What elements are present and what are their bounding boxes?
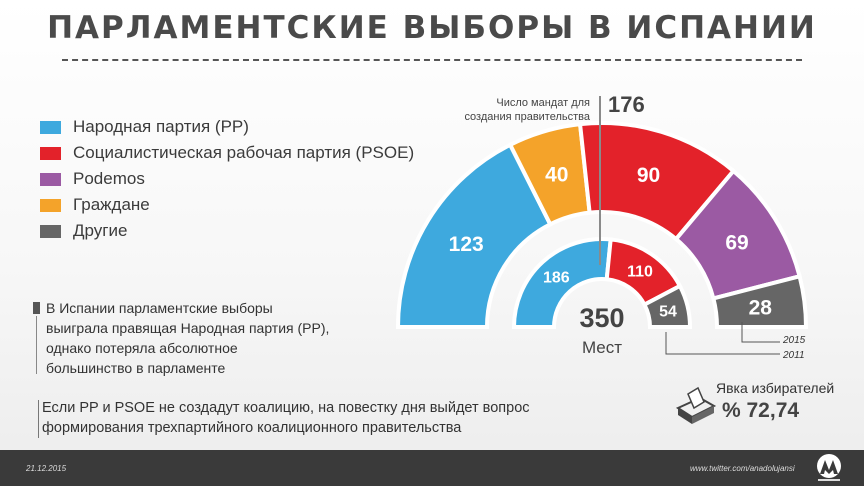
inner-arc-value-label-2: 54 — [659, 303, 677, 320]
year-bracket-2015 — [741, 322, 780, 343]
footer-date: 21.12.2015 — [26, 464, 67, 473]
note-line-text: В Испании парламентские выборы — [46, 300, 273, 316]
title-divider — [62, 59, 802, 61]
inner-arc-segment-0 — [511, 237, 613, 329]
note-line-text: формирования трехпартийного коалиционног… — [42, 420, 462, 436]
inner-arc-value-label-0: 186 — [543, 269, 570, 286]
footer-twitter-link[interactable]: www.twitter.com/anadolujansi — [690, 464, 795, 473]
page-title: ПАРЛАМЕНТСКИЕ ВЫБОРЫ В ИСПАНИИ — [47, 10, 817, 46]
legend: Народная партия (PP) Социалистическая ра… — [40, 114, 414, 244]
outer-arc-value-label-1: 40 — [545, 164, 568, 187]
legend-label: Народная партия (PP) — [73, 117, 249, 136]
legend-item-psoe: Социалистическая рабочая партия (PSOE) — [40, 140, 414, 166]
inner-arc-value-label-1: 110 — [627, 263, 653, 280]
outer-arc-value-label-2: 90 — [637, 164, 660, 187]
note-line-text: Если PP и PSOE не создадут коалицию, на … — [42, 400, 530, 416]
footer: 21.12.2015 www.twitter.com/anadolujansi — [0, 450, 864, 486]
legend-item-citizens: Граждане — [40, 192, 414, 218]
turnout-label: Явка избирателей — [716, 380, 835, 396]
note-pp-result: В Испании парламентские выборы выиграла … — [33, 298, 330, 378]
legend-label: Социалистическая рабочая партия (PSOE) — [73, 143, 415, 162]
note-line — [38, 400, 39, 438]
outer-arc-value-label-4: 28 — [749, 297, 773, 320]
legend-label: Граждане — [73, 195, 150, 214]
legend-item-pp: Народная партия (PP) — [40, 114, 414, 140]
outer-arc-value-label-0: 123 — [449, 233, 484, 256]
legend-swatch — [40, 120, 61, 134]
year-bracket-2011 — [665, 332, 780, 355]
year-label-2015: 2015 — [782, 335, 806, 346]
total-seats-label: Мест — [582, 338, 622, 357]
legend-item-others: Другие — [40, 218, 414, 244]
inner-arc-2011: 186 110 54 — [511, 237, 693, 329]
note-marker — [33, 302, 40, 314]
majority-label-line2: создания правительства — [464, 111, 590, 123]
note-line-text: однако потеряла абсолютное — [46, 340, 238, 356]
legend-swatch — [40, 198, 61, 212]
legend-item-podemos: Podemos — [40, 166, 414, 192]
note-line-text: большинство в парламенте — [46, 360, 226, 376]
turnout-value: % 72,74 — [722, 399, 800, 422]
outer-arc-segment-4 — [710, 273, 809, 329]
anadolu-logo-icon — [817, 454, 841, 481]
outer-arc-value-label-3: 69 — [725, 232, 748, 255]
ballot-box-icon — [675, 386, 717, 424]
note-coalition: Если PP и PSOE не создадут коалицию, на … — [38, 398, 530, 438]
year-label-2011: 2011 — [782, 350, 805, 361]
legend-swatch — [40, 146, 61, 160]
legend-swatch — [40, 172, 61, 186]
outer-arc-2015: 123 40 90 69 28 — [395, 121, 809, 329]
majority-label-line1: Число мандат для — [496, 97, 590, 109]
note-line-text: выиграла правящая Народная партия (PP), — [46, 320, 330, 336]
legend-label: Другие — [73, 221, 128, 240]
inner-arc-segment-2 — [641, 283, 693, 329]
note-line — [36, 316, 37, 374]
legend-swatch — [40, 224, 61, 238]
legend-label: Podemos — [73, 169, 145, 188]
majority-value: 176 — [608, 92, 645, 117]
total-seats-value: 350 — [579, 303, 624, 333]
